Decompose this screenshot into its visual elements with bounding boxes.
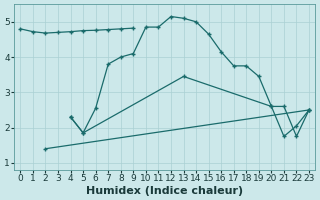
X-axis label: Humidex (Indice chaleur): Humidex (Indice chaleur) [86,186,243,196]
